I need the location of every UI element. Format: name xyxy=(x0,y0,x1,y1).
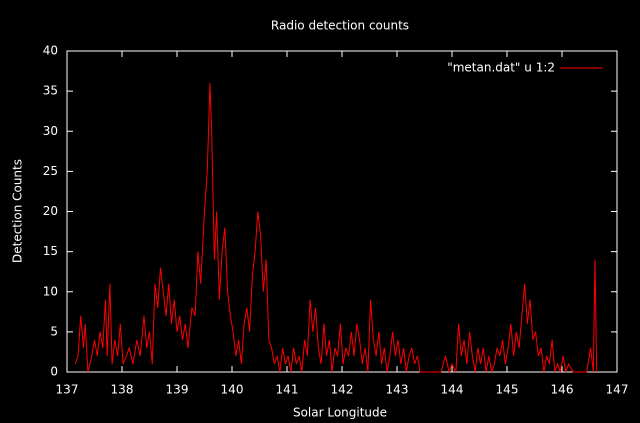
x-tick-label: 137 xyxy=(56,383,79,397)
x-tick-label: 139 xyxy=(166,383,189,397)
data-line xyxy=(74,83,598,374)
x-tick-label: 146 xyxy=(551,383,574,397)
y-tick-label: 0 xyxy=(50,365,58,379)
y-axis-label: Detection Counts xyxy=(11,159,25,263)
legend-label: "metan.dat" u 1:2 xyxy=(447,61,555,75)
y-tick-label: 5 xyxy=(50,324,58,338)
x-axis-label: Solar Longitude xyxy=(293,406,387,420)
y-tick-label: 10 xyxy=(43,284,58,298)
y-tick-label: 15 xyxy=(43,244,58,258)
y-tick-label: 35 xyxy=(43,84,58,98)
y-tick-label: 20 xyxy=(43,204,58,218)
y-tick-label: 25 xyxy=(43,164,58,178)
x-tick-label: 141 xyxy=(276,383,299,397)
chart-title: Radio detection counts xyxy=(271,19,409,33)
x-tick-label: 138 xyxy=(111,383,134,397)
x-tick-label: 142 xyxy=(331,383,354,397)
x-tick-label: 143 xyxy=(386,383,409,397)
x-tick-label: 140 xyxy=(221,383,244,397)
x-tick-label: 144 xyxy=(441,383,464,397)
y-tick-label: 30 xyxy=(43,124,58,138)
x-tick-label: 147 xyxy=(606,383,629,397)
y-tick-label: 40 xyxy=(43,44,58,58)
x-tick-label: 145 xyxy=(496,383,519,397)
